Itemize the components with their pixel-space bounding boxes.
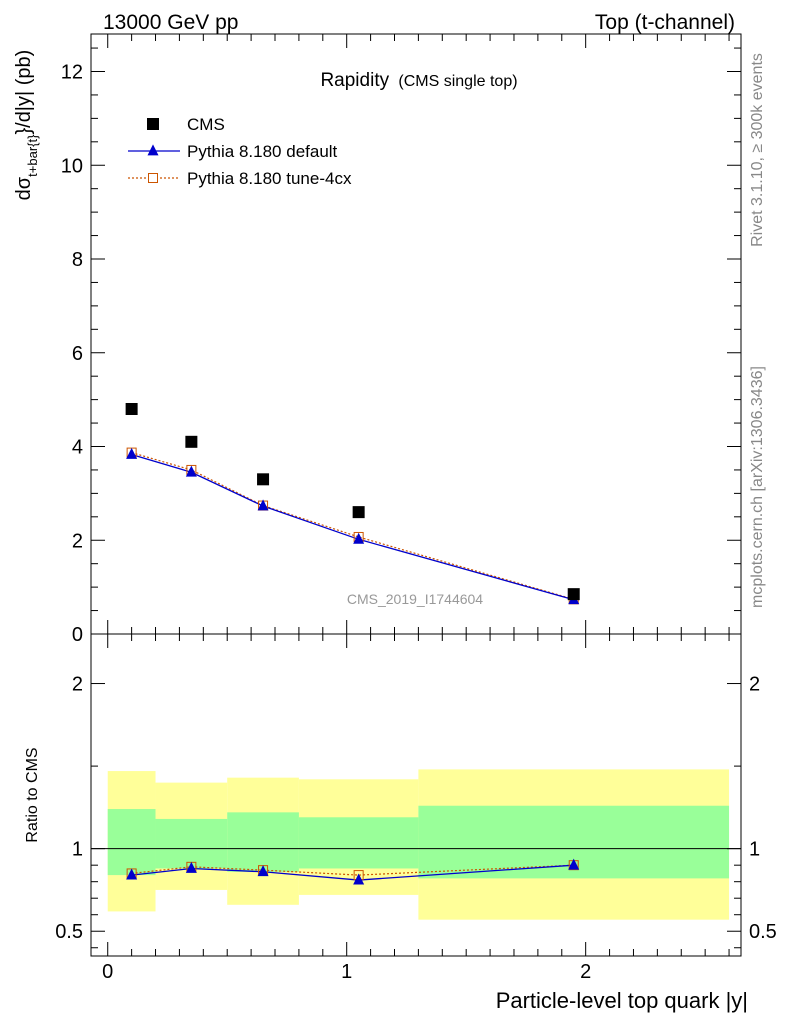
legend-cms-marker <box>147 118 159 130</box>
ratio-y-tick-label-right: 2 <box>749 674 760 696</box>
legend: CMS Pythia 8.180 default Pythia 8.180 tune… <box>128 115 352 188</box>
ratio-y-tick-label-right: 0.5 <box>749 921 777 943</box>
uncertainty-band-inner <box>155 818 228 869</box>
ratio-plot-marks: 0.5 0.5 1 1 2 2 0 1 2 <box>55 634 777 983</box>
legend-tune-marker <box>148 173 158 183</box>
tune-4cx-line <box>131 452 574 600</box>
header-right: Top (t-channel) <box>595 11 735 34</box>
ratio-y-tick-label: 0.5 <box>55 921 83 943</box>
header-left: 13000 GeV pp <box>103 11 238 34</box>
legend-default-marker <box>147 144 159 156</box>
ratio-plot-panel: 0.5 0.5 1 1 2 2 0 1 2 Ratio to CMS Particle-leve… <box>24 633 777 1013</box>
legend-cms-label: CMS <box>187 115 225 134</box>
ratio-y-tick-label-right: 1 <box>749 839 760 861</box>
rivet-label: Rivet 3.1.10, ≥ 300k events <box>749 53 766 247</box>
ratio-default-point <box>568 858 580 870</box>
cms-data-point <box>567 588 580 601</box>
ylabel-rest: }/d|y| (pb) <box>13 50 35 135</box>
x-tick-label: 0 <box>102 961 113 983</box>
ratio-y-tick-label: 2 <box>72 674 83 696</box>
main-plot-title: Rapidity (CMS single top) <box>320 70 517 91</box>
default-line <box>131 453 574 601</box>
y-tick-label: 12 <box>61 62 83 84</box>
ylabel-subscript: t+bar{t} <box>25 134 40 177</box>
ratio-y-tick-label: 1 <box>72 839 83 861</box>
y-tick-label: 0 <box>72 624 83 646</box>
default-point <box>353 532 365 544</box>
x-axis-label: Particle-level top quark |y| <box>496 988 748 1013</box>
ratio-default-point <box>353 873 365 885</box>
cms-data-point <box>125 403 138 415</box>
default-point <box>257 499 269 511</box>
uncertainty-band-inner <box>227 812 299 872</box>
y-tick-label: 8 <box>72 249 83 271</box>
cms-data-point <box>185 435 198 448</box>
ylabel-main: dσ <box>13 176 35 200</box>
main-plot-marks: 0 2 4 6 8 10 12 <box>61 34 741 646</box>
main-plot-watermark: CMS_2019_I1744604 <box>347 591 483 607</box>
ratio-default-point <box>185 861 197 873</box>
cms-data-point <box>352 506 365 519</box>
ratio-default-point <box>126 868 138 880</box>
default-point <box>126 447 138 459</box>
mcplots-label: mcplots.cern.ch [arXiv:1306.3436] <box>749 366 766 608</box>
ratio-default-point <box>257 865 269 877</box>
y-tick-label: 2 <box>72 530 83 552</box>
y-tick-label: 10 <box>61 155 83 177</box>
uncertainty-band-inner <box>107 809 156 876</box>
ratio-plot-frame <box>90 633 742 957</box>
main-plot-subtitle: (CMS single top) <box>398 73 517 90</box>
uncertainty-band-inner <box>298 817 419 869</box>
x-tick-label: 2 <box>580 961 591 983</box>
main-plot-title-text: Rapidity <box>320 70 389 91</box>
default-point <box>185 465 197 477</box>
ratio-plot-ylabel: Ratio to CMS <box>24 747 41 842</box>
main-plot-panel: 0 2 4 6 8 10 12 Rapidity (CMS single top) CMS_… <box>13 33 742 646</box>
y-tick-label: 4 <box>72 437 83 459</box>
x-tick-label: 1 <box>341 961 352 983</box>
ratio-tune-4cx-line <box>131 864 574 876</box>
legend-tune-label: Pythia 8.180 tune-4cx <box>187 169 352 188</box>
main-plot-ylabel: dσt+bar{t}}/d|y| (pb) <box>13 50 40 201</box>
cms-data-point <box>257 473 270 486</box>
legend-default-label: Pythia 8.180 default <box>187 142 338 161</box>
y-tick-label: 6 <box>72 343 83 365</box>
